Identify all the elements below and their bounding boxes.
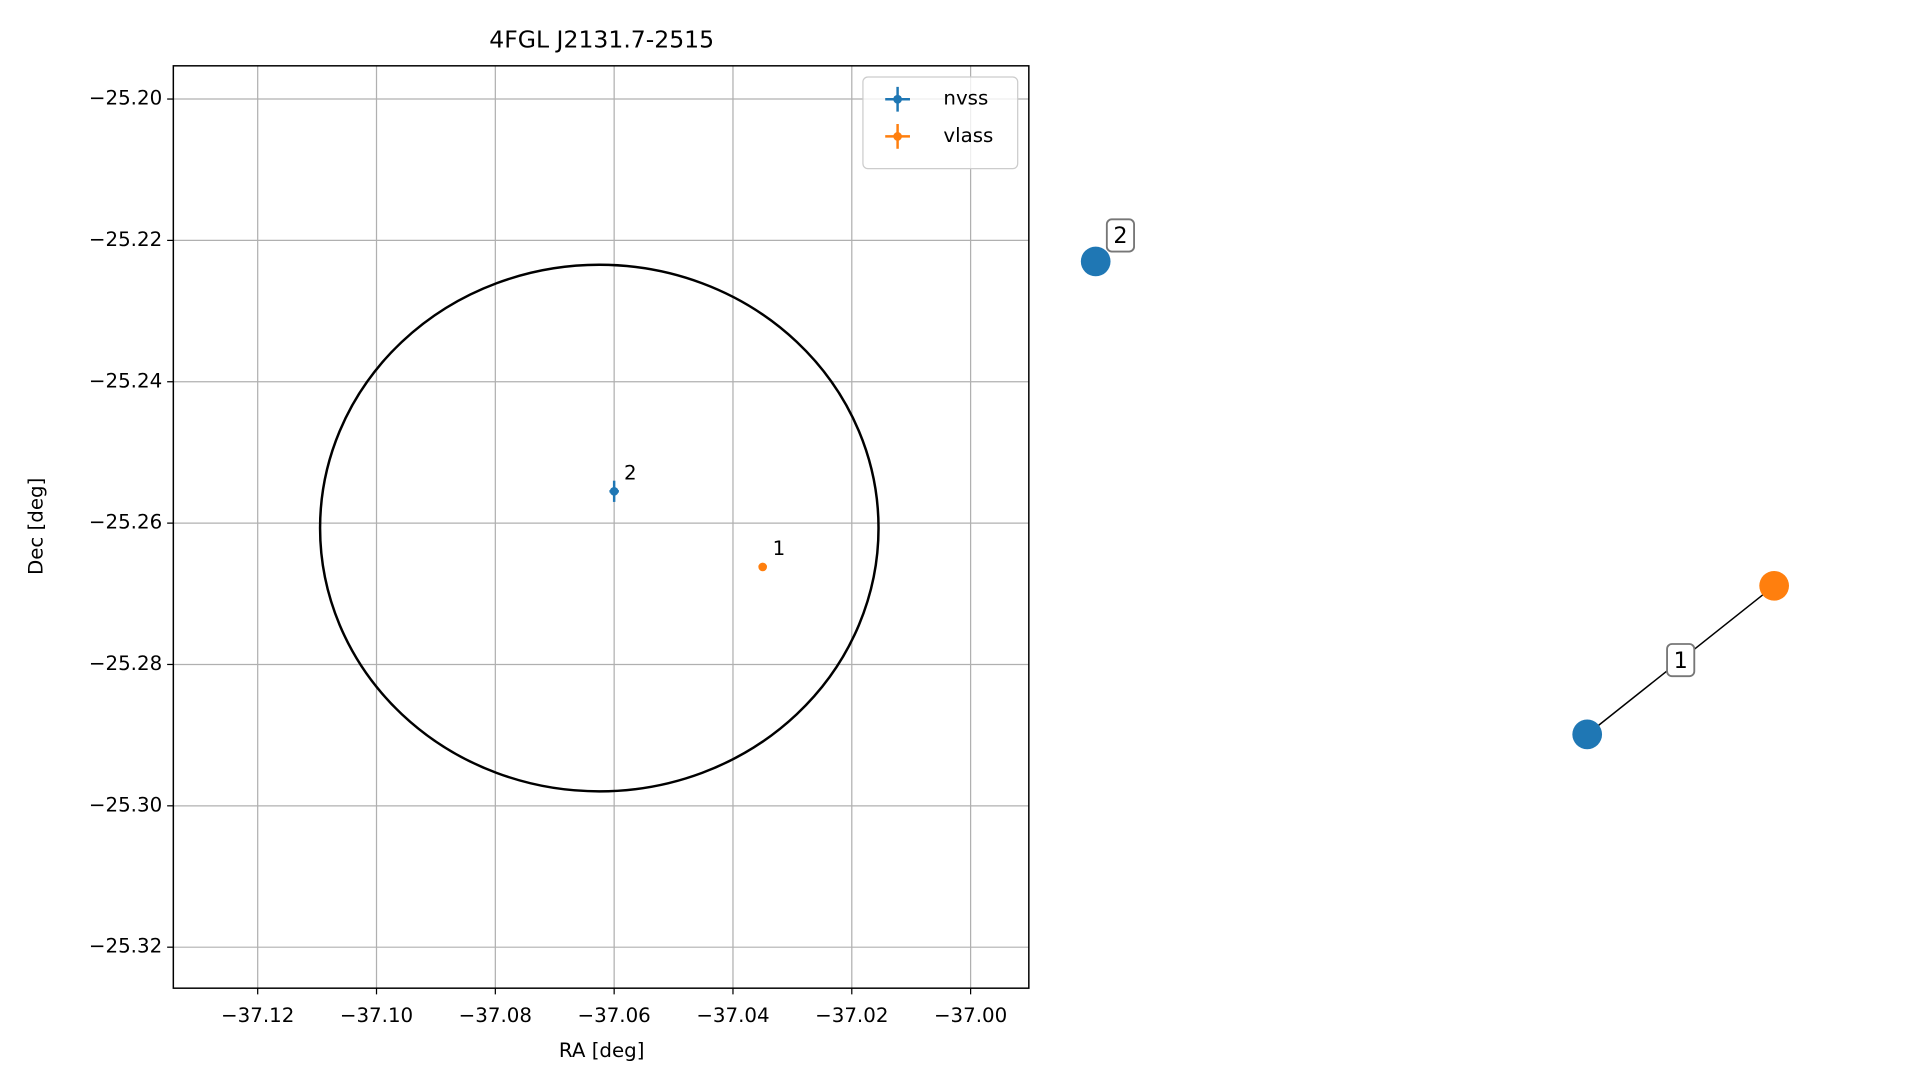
y-tick-label: −25.24 [89,369,162,392]
y-tick-label: −25.28 [89,652,162,675]
y-tick-label: −25.30 [89,793,162,816]
y-axis-label: Dec [deg] [25,478,48,575]
error-ellipse [318,263,880,793]
plot-frame [172,65,1030,989]
x-tick-label: −37.00 [934,1004,1007,1027]
point [758,562,768,572]
legend-box [862,76,1019,170]
graph-node [1572,719,1603,750]
x-tick-label: −37.06 [578,1004,651,1027]
graph-node [1759,570,1790,601]
node-label-box [1105,218,1135,253]
legend-swatch [893,94,902,104]
x-tick-label: −37.02 [815,1004,888,1027]
edge-label-box [1666,643,1696,678]
y-tick-label: −25.32 [89,935,162,958]
legend-label: nvss [943,87,988,110]
point-annotation: 2 [624,461,637,484]
node-label: 2 [1113,223,1127,249]
x-axis-label: RA [deg] [559,1039,645,1062]
chart-title: 4FGL J2131.7-2515 [489,26,714,54]
y-tick-label: −25.22 [89,228,162,251]
x-tick-label: −37.12 [221,1004,294,1027]
edge-label: 1 [1674,648,1688,674]
legend-label: vlass [943,124,993,147]
legend-swatch [893,132,902,141]
graph-node [1080,246,1111,277]
x-tick-label: −37.08 [459,1004,532,1027]
y-tick-label: −25.20 [89,87,162,110]
point-annotation: 1 [773,537,786,560]
x-tick-label: −37.10 [340,1004,413,1027]
x-tick-label: −37.04 [696,1004,769,1027]
y-tick-label: −25.26 [89,511,162,534]
point [609,486,619,496]
